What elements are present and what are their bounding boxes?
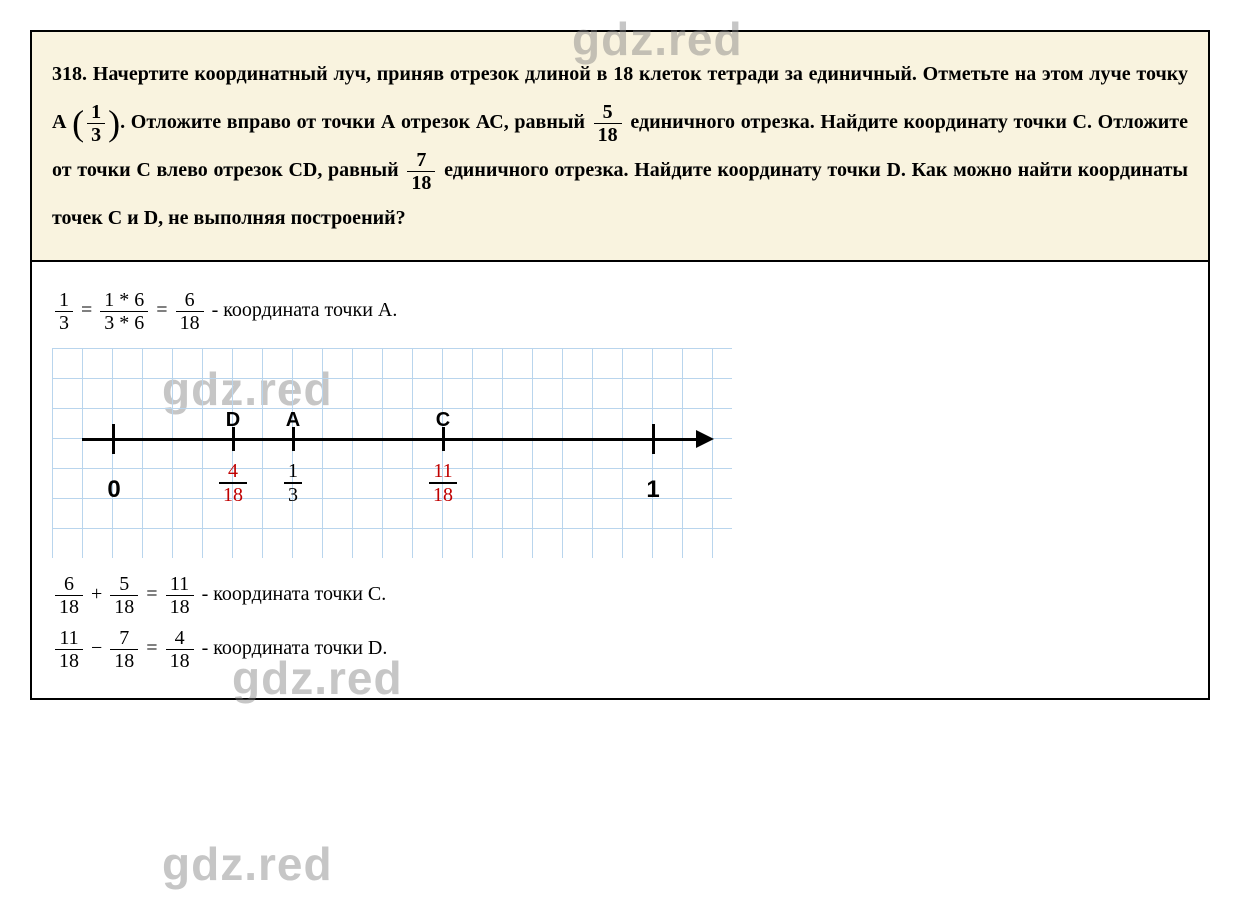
label-d-bot: 418 <box>216 460 250 506</box>
problem-statement: 318. Начертите координатный луч, приняв … <box>32 32 1208 262</box>
denominator: 18 <box>166 650 194 672</box>
numerator: 11 <box>429 460 457 484</box>
numerator: 6 <box>55 573 83 596</box>
watermark: gdz.red <box>162 814 333 915</box>
denominator: 18 <box>429 484 457 506</box>
numerator: 11 <box>166 573 194 596</box>
label-a-bot: 13 <box>281 460 305 506</box>
tick-origin <box>112 424 115 454</box>
denominator: 18 <box>166 596 194 618</box>
denominator: 18 <box>55 596 83 618</box>
arrowhead-icon <box>696 430 714 448</box>
label-c-top: C <box>436 398 450 442</box>
fraction-ac: 518 <box>594 101 622 146</box>
fraction: 618 <box>176 289 204 334</box>
solution-area: 13 = 1 * 63 * 6 = 618 - координата точки… <box>32 262 1208 698</box>
line-tail: - координата точки А. <box>212 299 398 321</box>
axis-line <box>82 438 702 441</box>
denominator: 3 <box>87 124 105 146</box>
fraction: 13 <box>87 101 105 146</box>
numerator: 1 <box>87 101 105 124</box>
fraction: 1118 <box>429 460 457 506</box>
denominator: 18 <box>219 484 247 506</box>
denominator: 18 <box>407 172 435 194</box>
equals: = <box>146 637 162 659</box>
denominator: 18 <box>594 124 622 146</box>
equation-line-a: 13 = 1 * 63 * 6 = 618 - координата точки… <box>52 288 1188 334</box>
denominator: 3 <box>284 484 302 506</box>
denominator: 18 <box>110 596 138 618</box>
numerator: 11 <box>55 627 83 650</box>
fraction: 718 <box>110 627 138 672</box>
equation-line-c: 618 + 518 = 1118 - координата точки С. <box>52 572 1188 618</box>
denominator: 18 <box>110 650 138 672</box>
equals: = <box>156 299 172 321</box>
number-line-diagram: 0 D 418 A 13 C 1118 <box>52 348 1188 558</box>
numerator: 4 <box>219 460 247 484</box>
numerator: 1 * 6 <box>100 289 148 312</box>
line-tail: - координата точки С. <box>202 583 387 605</box>
numerator: 1 <box>284 460 302 484</box>
left-paren: ( <box>72 105 84 141</box>
grid-background <box>52 348 732 558</box>
point-a-coord: ( 13 ) <box>72 101 120 146</box>
denominator: 18 <box>176 312 204 334</box>
label-d-top: D <box>226 398 240 442</box>
fraction: 13 <box>284 460 302 506</box>
fraction: 13 <box>55 289 73 334</box>
numerator: 5 <box>594 101 622 124</box>
numerator: 7 <box>407 149 435 172</box>
tick-one <box>652 424 655 454</box>
numerator: 5 <box>110 573 138 596</box>
numerator: 7 <box>110 627 138 650</box>
fraction: 1 * 63 * 6 <box>100 289 148 334</box>
numerator: 4 <box>166 627 194 650</box>
fraction-cd: 718 <box>407 149 435 194</box>
problem-text-2: . Отложите вправо от точки А отрезок АС,… <box>120 111 591 133</box>
fraction: 418 <box>219 460 247 506</box>
label-one: 1 <box>646 464 659 517</box>
equals: = <box>81 299 97 321</box>
denominator: 3 * 6 <box>100 312 148 334</box>
label-c-bot: 1118 <box>426 460 460 506</box>
page-container: gdz.red 318. Начертите координатный луч,… <box>30 30 1210 700</box>
denominator: 18 <box>55 650 83 672</box>
label-a-top: A <box>286 398 300 442</box>
equation-line-d: 1118 − 718 = 418 - координата точки D. <box>52 626 1188 672</box>
line-tail: - координата точки D. <box>202 637 388 659</box>
operator: − <box>91 637 107 659</box>
problem-number: 318. <box>52 63 87 85</box>
equals: = <box>146 583 162 605</box>
denominator: 3 <box>55 312 73 334</box>
fraction: 1118 <box>55 627 83 672</box>
fraction: 1118 <box>166 573 194 618</box>
fraction: 618 <box>55 573 83 618</box>
fraction: 518 <box>110 573 138 618</box>
numerator: 1 <box>55 289 73 312</box>
diagram-canvas: 0 D 418 A 13 C 1118 <box>52 348 732 558</box>
right-paren: ) <box>108 105 120 141</box>
numerator: 6 <box>176 289 204 312</box>
label-origin: 0 <box>107 464 120 517</box>
fraction: 418 <box>166 627 194 672</box>
operator: + <box>91 583 107 605</box>
